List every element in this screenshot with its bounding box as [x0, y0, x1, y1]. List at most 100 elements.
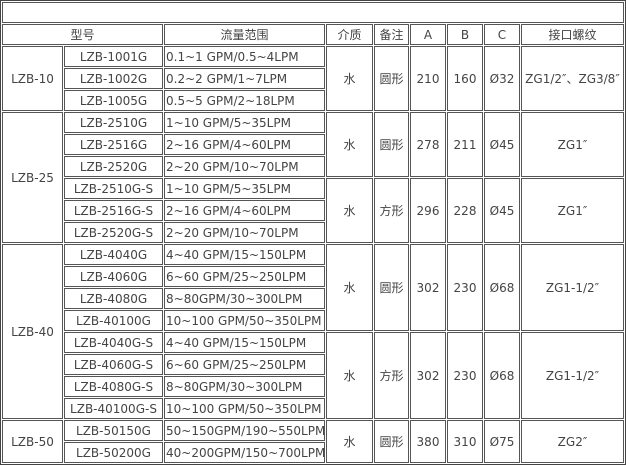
flow-range-cell: 2~20 GPM/10~70LPM — [164, 156, 325, 177]
model-cell: LZB-40100G — [64, 310, 163, 331]
model-cell: LZB-40100G-S — [64, 398, 163, 419]
table-row: LZB-2510G-S 1~10 GPM/5~35LPM 水方形 296 228 Ø45 Z… — [2, 178, 624, 243]
medium-cell: 水 — [326, 178, 373, 243]
medium-cell: 水 — [326, 112, 373, 177]
table-title — [2, 2, 624, 23]
dim-b-cell: 230 — [447, 332, 483, 419]
dim-a-cell: 210 — [410, 46, 446, 111]
dim-a-cell: 380 — [410, 420, 446, 463]
dim-c-cell: Ø45 — [484, 112, 520, 177]
model-cell: LZB-1005G — [64, 90, 163, 111]
model-cell: LZB-1002G — [64, 68, 163, 89]
table-row: LZB-4080G 8~80GPM/30~300LPM — [2, 288, 624, 309]
table-row: LZB-2516G-S 2~16 GPM/4~60LPM — [2, 200, 624, 221]
table-row: LZB-40100G-S 10~100 GPM/50~350LPM — [2, 398, 624, 419]
model-cell: LZB-1001G — [64, 46, 163, 67]
table-row: LZB-4060G-S 6~60 GPM/25~250LPM — [2, 354, 624, 375]
header-thread: 接口螺纹 — [521, 24, 624, 45]
flow-range-cell: 0.1~1 GPM/0.5~4LPM — [164, 46, 325, 67]
table-row: LZB-4080G-S 8~80GPM/30~300LPM — [2, 376, 624, 397]
note-cell: 圆形 — [374, 244, 409, 331]
header-note: 备注 — [374, 24, 409, 45]
flow-range-cell: 10~100 GPM/50~350LPM — [164, 398, 325, 419]
flow-range-cell: 6~60 GPM/25~250LPM — [164, 266, 325, 287]
model-cell: LZB-2510G — [64, 112, 163, 133]
thread-cell: ZG1-1/2″ — [521, 244, 624, 331]
note-cell: 圆形 — [374, 420, 409, 463]
model-cell: LZB-2516G — [64, 134, 163, 155]
flow-range-cell: 8~80GPM/30~300LPM — [164, 288, 325, 309]
thread-cell: ZG2″ — [521, 420, 624, 463]
header-model: 型号 — [2, 24, 163, 45]
flow-range-cell: 0.2~2 GPM/1~7LPM — [164, 68, 325, 89]
model-cell: LZB-2516G-S — [64, 200, 163, 221]
model-cell: LZB-4060G — [64, 266, 163, 287]
flow-range-cell: 6~60 GPM/25~250LPM — [164, 354, 325, 375]
header-medium: 介质 — [326, 24, 373, 45]
flow-range-cell: 1~10 GPM/5~35LPM — [164, 112, 325, 133]
dim-b-cell: 228 — [447, 178, 483, 243]
flow-range-cell: 8~80GPM/30~300LPM — [164, 376, 325, 397]
flow-range-cell: 40~200GPM/150~700LPM — [164, 442, 325, 463]
header-a: A — [410, 24, 446, 45]
table-row: LZB-2520G-S 2~20 GPM/10~70LPM — [2, 222, 624, 243]
dim-c-cell: Ø75 — [484, 420, 520, 463]
table-row: LZB-40100G 10~100 GPM/50~350LPM — [2, 310, 624, 331]
series-cell: LZB-10 — [2, 46, 63, 111]
table-row: LZB-2520G 2~20 GPM/10~70LPM — [2, 156, 624, 177]
flow-range-cell: 1~10 GPM/5~35LPM — [164, 178, 325, 199]
header-b: B — [447, 24, 483, 45]
dim-b-cell: 310 — [447, 420, 483, 463]
thread-cell: ZG1″ — [521, 112, 624, 177]
flow-range-cell: 0.5~5 GPM/2~18LPM — [164, 90, 325, 111]
table-row: LZB-40 LZB-4040G 4~40 GPM/15~150LPM 水圆形 302 2… — [2, 244, 624, 419]
table-row: LZB-10 LZB-1001G 0.1~1 GPM/0.5~4LPM 水圆形 210 1… — [2, 46, 624, 111]
flow-range-cell: 2~20 GPM/10~70LPM — [164, 222, 325, 243]
flow-range-cell: 2~16 GPM/4~60LPM — [164, 200, 325, 221]
flow-range-cell: 4~40 GPM/15~150LPM — [164, 332, 325, 353]
header-c: C — [484, 24, 520, 45]
series-cell: LZB-50 — [2, 420, 63, 463]
flow-range-cell: 4~40 GPM/15~150LPM — [164, 244, 325, 265]
thread-cell: ZG1″ — [521, 178, 624, 243]
dim-a-cell: 296 — [410, 178, 446, 243]
model-cell: LZB-50150G — [64, 420, 163, 441]
model-cell: LZB-2510G-S — [64, 178, 163, 199]
dim-c-cell: Ø68 — [484, 332, 520, 419]
model-cell: LZB-4060G-S — [64, 354, 163, 375]
dim-b-cell: 230 — [447, 244, 483, 331]
model-cell: LZB-4040G-S — [64, 332, 163, 353]
dim-c-cell: Ø68 — [484, 244, 520, 331]
dim-b-cell: 211 — [447, 112, 483, 177]
series-cell: LZB-25 — [2, 112, 63, 243]
note-cell: 圆形 — [374, 112, 409, 177]
table-row: LZB-50 LZB-50150G 50~150GPM/190~550LPM 水圆形 3… — [2, 420, 624, 463]
table-row: LZB-25 LZB-2510G 1~10 GPM/5~35LPM 水圆形 278 211… — [2, 112, 624, 243]
note-cell: 方形 — [374, 332, 409, 419]
model-cell: LZB-4040G — [64, 244, 163, 265]
flow-range-cell: 50~150GPM/190~550LPM — [164, 420, 325, 441]
header-row: 型号 流量范围 介质 备注 A B C 接口螺纹 — [2, 24, 624, 45]
medium-cell: 水 — [326, 244, 373, 331]
thread-cell: ZG1/2″、ZG3/8″ — [521, 46, 624, 111]
table-row: LZB-1005G 0.5~5 GPM/2~18LPM — [2, 90, 624, 111]
table-row: LZB-2516G 2~16 GPM/4~60LPM — [2, 134, 624, 155]
flow-range-cell: 10~100 GPM/50~350LPM — [164, 310, 325, 331]
dim-c-cell: Ø32 — [484, 46, 520, 111]
note-cell: 方形 — [374, 178, 409, 243]
flow-range-cell: 2~16 GPM/4~60LPM — [164, 134, 325, 155]
model-cell: LZB-4080G — [64, 288, 163, 309]
table-row: LZB-4060G 6~60 GPM/25~250LPM — [2, 266, 624, 287]
model-cell: LZB-50200G — [64, 442, 163, 463]
table-row: LZB-1002G 0.2~2 GPM/1~7LPM — [2, 68, 624, 89]
dim-c-cell: Ø45 — [484, 178, 520, 243]
medium-cell: 水 — [326, 46, 373, 111]
header-flow: 流量范围 — [164, 24, 325, 45]
model-cell: LZB-2520G-S — [64, 222, 163, 243]
thread-cell: ZG1-1/2″ — [521, 332, 624, 419]
medium-cell: 水 — [326, 420, 373, 463]
note-cell: 圆形 — [374, 46, 409, 111]
dim-b-cell: 160 — [447, 46, 483, 111]
model-cell: LZB-4080G-S — [64, 376, 163, 397]
